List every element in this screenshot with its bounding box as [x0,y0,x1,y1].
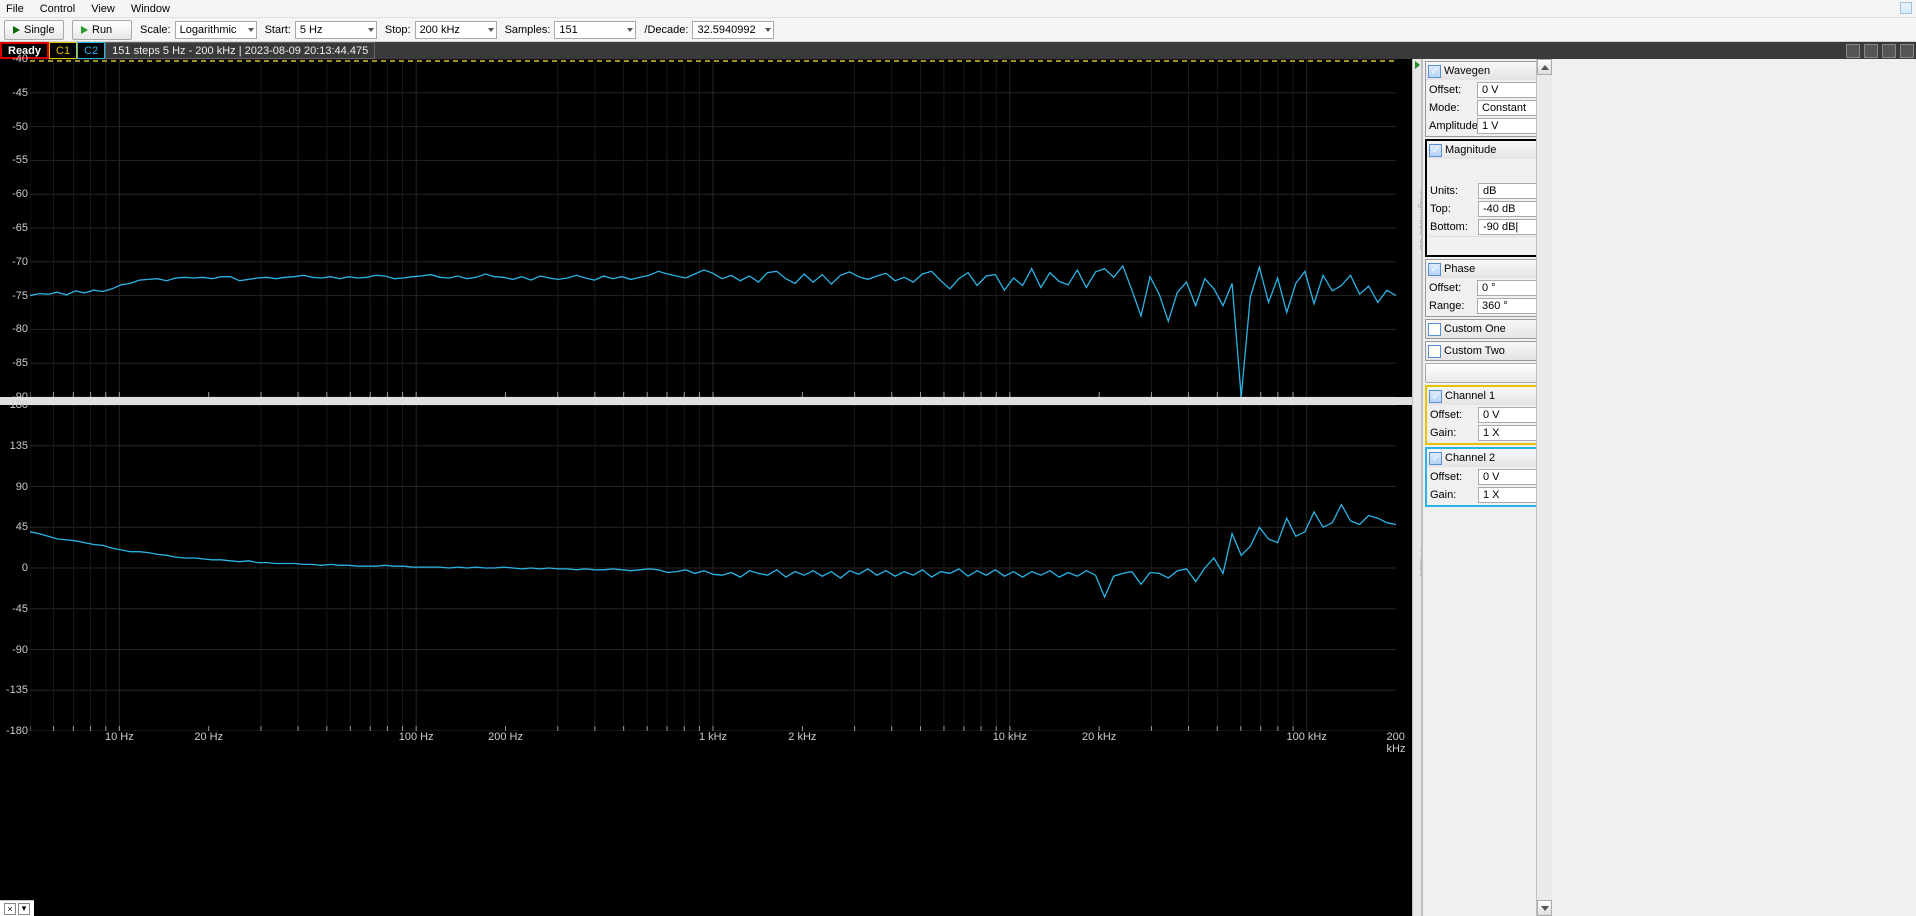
toolbar: Single Run Scale: Logarithmic Start: 5 H… [0,18,1916,42]
window-control-icon[interactable] [1900,2,1912,14]
wavegen-mode-label: Mode: [1427,102,1477,114]
samples-combo[interactable]: 151 [554,21,636,39]
frequency-xaxis: 10 Hz20 Hz100 Hz200 Hz1 kHz2 kHz10 kHz20… [30,731,1396,745]
menu-window[interactable]: Window [131,3,170,15]
menu-view[interactable]: View [91,3,115,15]
scroll-down-icon[interactable] [1537,900,1552,916]
stop-combo[interactable]: 200 kHz [415,21,497,39]
scale-field: Scale: Logarithmic [140,21,257,39]
phase-yaxis: 18013590450-45-90-135-180 [0,405,30,731]
units-label: Units: [1428,185,1478,197]
start-label: Start: [265,24,291,36]
footer-close-icon[interactable]: × [4,903,16,915]
channel1-header[interactable]: ✓ Channel 1 ⚙ [1427,387,1552,405]
phase-range-label: Range: [1427,300,1477,312]
custom-one-header[interactable]: Custom One ⚙ [1426,320,1552,338]
custom-two-panel: Custom Two ⚙ [1425,341,1552,361]
bottom-label: Bottom: [1428,221,1478,233]
status-c1[interactable]: C1 [49,42,77,59]
single-label: Single [24,24,55,36]
footer-dropdown-icon[interactable]: ▾ [18,903,30,915]
spectrum-button[interactable]: Spectrum [1428,236,1552,254]
decade-field: /Decade: 32.5940992 [644,21,774,39]
phase-plot[interactable] [30,405,1396,731]
menu-control[interactable]: Control [40,3,75,15]
start-combo[interactable]: 5 Hz [295,21,377,39]
arrow-right-icon [1415,61,1420,69]
scale-combo[interactable]: Logarithmic [175,21,257,39]
channel1-panel: ✓ Channel 1 ⚙ Offset:0 V Gain:1 X [1425,385,1552,445]
scale-value: Logarithmic [180,24,237,36]
status-c2[interactable]: C2 [77,42,105,59]
magnitude-header[interactable]: ✓ Magnitude ⚙ [1427,141,1552,159]
chevron-down-icon [627,28,633,32]
stop-value: 200 kHz [420,24,460,36]
status-tool-icon[interactable] [1864,44,1878,58]
phase-checkbox[interactable]: ✓ [1428,263,1441,276]
play-icon [81,26,88,34]
phase-panel: ✓ Phase ⚙ Offset:0 ° Range:360 ° [1425,259,1552,317]
scroll-up-icon[interactable] [1537,59,1552,75]
decade-value: 32.5940992 [697,24,755,36]
wavegen-offset-label: Offset: [1427,84,1477,96]
start-field: Start: 5 Hz [265,21,377,39]
single-icon [13,26,20,34]
menu-file[interactable]: File [6,3,24,15]
magnitude-panel: ✓ Magnitude ⚙ ✓Relative to Channel 1 Uni… [1425,139,1552,257]
start-value: 5 Hz [300,24,323,36]
chevron-down-icon [488,28,494,32]
magnitude-yaxis: -40-45-50-55-60-65-70-75-80-85-90 [0,59,30,397]
channel2-checkbox[interactable]: ✓ [1429,452,1442,465]
stop-label: Stop: [385,24,411,36]
side-panel: ✓ Wavegen ⚙ Offset:0 V Mode:Constant Amp… [1422,59,1552,916]
wavegen-panel: ✓ Wavegen ⚙ Offset:0 V Mode:Constant Amp… [1425,61,1552,137]
channel2-header[interactable]: ✓ Channel 2 ⚙ [1427,449,1552,467]
samples-value: 151 [559,24,577,36]
channel1-checkbox[interactable]: ✓ [1429,390,1442,403]
run-button[interactable]: Run [72,20,132,40]
status-tool-icon[interactable] [1846,44,1860,58]
ch1-offset-label: Offset: [1428,409,1478,421]
side-scrollbar[interactable] [1536,59,1552,916]
decade-label: /Decade: [644,24,688,36]
channel2-panel: ✓ Channel 2 ⚙ Offset:0 V Gain:1 X [1425,447,1552,507]
menubar: File Control View Window [0,0,1916,18]
plot-footer: × ▾ [0,900,34,916]
phase-header[interactable]: ✓ Phase ⚙ [1426,260,1552,278]
custom-two-header[interactable]: Custom Two ⚙ [1426,342,1552,360]
decade-combo[interactable]: 32.5940992 [692,21,774,39]
plot-area: -40-45-50-55-60-65-70-75-80-85-90 Magnit… [0,59,1412,916]
chevron-down-icon [248,28,254,32]
wavegen-header[interactable]: ✓ Wavegen ⚙ [1426,62,1552,80]
chevron-down-icon [765,28,771,32]
custom-one-checkbox[interactable] [1428,323,1441,336]
samples-label: Samples: [505,24,551,36]
plot-divider[interactable] [0,397,1412,405]
wavegen-amplitude-label: Amplitude: [1427,120,1477,132]
single-button[interactable]: Single [4,20,64,40]
custom-one-panel: Custom One ⚙ [1425,319,1552,339]
ch2-offset-label: Offset: [1428,471,1478,483]
status-rest [375,42,1916,59]
run-label: Run [92,24,112,36]
magnitude-checkbox[interactable]: ✓ [1429,144,1442,157]
phase-offset-label: Offset: [1427,282,1477,294]
wavegen-checkbox[interactable]: ✓ [1428,65,1441,78]
side-collapse-handle[interactable] [1412,59,1422,916]
custom-two-checkbox[interactable] [1428,345,1441,358]
zoom-icon[interactable] [1882,44,1896,58]
samples-field: Samples: 151 [505,21,637,39]
status-info: 151 steps 5 Hz - 200 kHz | 2023-08-09 20… [105,42,375,59]
top-label: Top: [1428,203,1478,215]
add-channel-button[interactable]: + Add Channel [1425,363,1552,383]
statusbar: Ready C1 C2 151 steps 5 Hz - 200 kHz | 2… [0,42,1916,59]
magnitude-plot[interactable] [30,59,1396,397]
ch2-gain-label: Gain: [1428,489,1478,501]
scale-label: Scale: [140,24,171,36]
ch1-gain-label: Gain: [1428,427,1478,439]
stop-field: Stop: 200 kHz [385,21,497,39]
chevron-down-icon [368,28,374,32]
status-tool-icon[interactable] [1900,44,1914,58]
